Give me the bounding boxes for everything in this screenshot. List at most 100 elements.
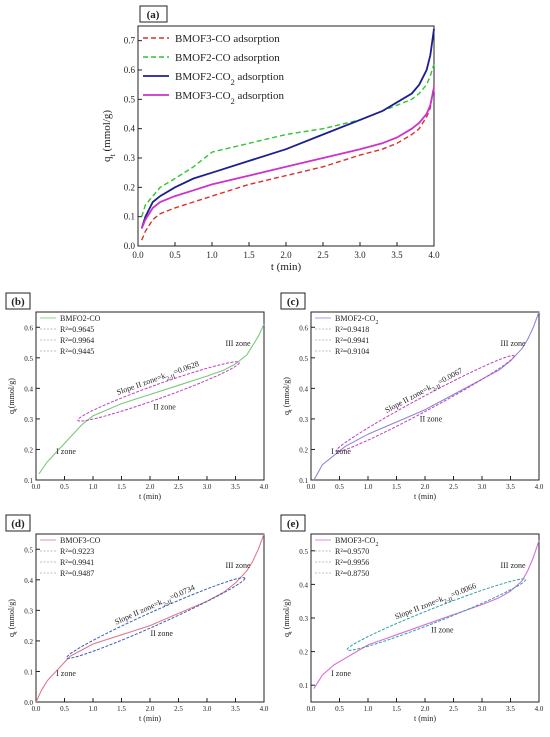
data-line: [35, 533, 265, 703]
y-tick-label: 0.2: [299, 649, 308, 657]
text-span: q: [7, 633, 16, 637]
text-span: BMOF2-CO: [175, 71, 231, 83]
text-span: (mmol/g): [282, 599, 291, 632]
x-tick-label: 4.0: [535, 483, 544, 491]
x-tick-label: 1.0: [89, 483, 98, 491]
y-tick-label: 0.2: [299, 446, 308, 454]
y-tick-label: 0.5: [124, 94, 136, 104]
x-axis-label: t (min): [139, 492, 161, 501]
zone-label-1: I zone: [331, 447, 351, 456]
zone-label-2: II zone: [420, 415, 443, 424]
y-tick-label: 0.4: [24, 577, 33, 585]
zone-label-3: III zone: [500, 339, 526, 348]
subscript: t: [288, 409, 294, 411]
x-tick-label: 0.0: [307, 483, 316, 491]
text-span: =0.0628: [172, 359, 200, 376]
chart-c-svg: 0.0 0.5 1.0 1.5 2.0 2.5 3.0 3.5 4.0 0.1 0.2 0.3 0.4 0…: [280, 292, 544, 501]
zone-label-3: III zone: [225, 339, 251, 348]
y-tick-label: 0.7: [124, 36, 136, 46]
zone-label-1: I zone: [56, 447, 76, 456]
x-tick-label: 1.5: [243, 250, 255, 260]
chart-e-svg: 0.0 0.5 1.0 1.5 2.0 2.5 3.0 3.5 4.0 0.1 0.2 0.3 0.4 0…: [280, 514, 544, 723]
subscript: t: [13, 631, 19, 633]
y-tick-label: 0.6: [299, 324, 308, 332]
y-tick-label: 0.1: [299, 477, 308, 485]
subscript: 2: [231, 78, 235, 87]
panel-label-box: [5, 514, 31, 532]
panel-label-box: [280, 514, 306, 532]
y-tick-label: 0.6: [124, 65, 136, 75]
slope-annotation: Slope II zone=k2-II=0.0734: [113, 583, 197, 629]
y-tick-label: 0.6: [24, 324, 33, 332]
y-tick-label: 0.1: [24, 668, 33, 676]
data-line: [38, 323, 265, 475]
x-axis-label: t (min): [414, 714, 436, 723]
fit-ellipse: [66, 577, 246, 659]
y-tick-label: 0.3: [124, 153, 136, 163]
zone-label-2: II zone: [153, 402, 176, 411]
subscript: 2-II: [166, 374, 176, 383]
legend-entry: R²=0.9418: [335, 325, 369, 334]
panel-label: (c): [287, 296, 300, 308]
zone-label-1: I zone: [331, 669, 351, 678]
text-span: Slope II zone=k: [394, 594, 445, 621]
subscript: 2-II: [162, 599, 173, 608]
subscript: 2-II: [443, 597, 454, 606]
x-tick-label: 3.5: [506, 705, 515, 713]
y-tick-label: 0.4: [24, 385, 33, 393]
x-tick-label: 1.0: [89, 705, 98, 713]
x-tick-label: 4.0: [535, 705, 544, 713]
x-tick-label: 2.0: [146, 705, 155, 713]
y-axis-label: qt (mmol/g): [101, 110, 117, 162]
x-tick-label: 0.0: [307, 705, 316, 713]
x-tick-label: 2.5: [449, 483, 458, 491]
text-span: q: [282, 633, 291, 637]
subscript: t: [13, 408, 19, 410]
x-tick-label: 3.0: [478, 483, 487, 491]
legend-entry: R²=0.9570: [335, 547, 369, 556]
x-tick-label: 0.5: [60, 705, 69, 713]
x-tick-label: 3.0: [354, 250, 366, 260]
text-span: (mmol/g): [7, 378, 16, 409]
x-tick-label: 3.0: [478, 705, 487, 713]
text-span: (mmol/g): [7, 599, 16, 632]
panel-label: (a): [147, 9, 160, 21]
text-span: Slope II zone=k: [113, 597, 163, 626]
series-line-2: [141, 63, 435, 217]
text-span: q: [7, 410, 16, 414]
x-tick-label: 0.0: [132, 250, 144, 260]
x-tick-label: 1.5: [117, 705, 126, 713]
x-tick-label: 3.0: [203, 483, 212, 491]
x-tick-label: 1.0: [364, 483, 373, 491]
subscript: t: [288, 631, 294, 633]
panel-e: 0.0 0.5 1.0 1.5 2.0 2.5 3.0 3.5 4.0 0.1 0.2 0.3 0.4 0…: [275, 510, 550, 732]
text-span: BMOF3-CO adsorption: [175, 33, 280, 45]
x-tick-label: 1.0: [206, 250, 218, 260]
y-axis-label: qt(mmol/g): [7, 378, 19, 414]
text-span: (mmol/g): [101, 110, 113, 155]
legend-entry: R²=0.9104: [335, 347, 369, 356]
zone-label-2: II zone: [431, 626, 454, 635]
data-line: [313, 540, 540, 689]
slope-annotation: Slope II zone=k2-II=0.0628: [115, 359, 201, 400]
panel-d: 0.0 0.5 1.0 1.5 2.0 2.5 3.0 3.5 4.0 0.0 0.1 0.2 0.3 0…: [0, 510, 275, 732]
x-tick-label: 4.0: [260, 705, 269, 713]
panel-c: 0.0 0.5 1.0 1.5 2.0 2.5 3.0 3.5 4.0 0.1 0.2 0.3 0.4 0…: [275, 288, 550, 510]
y-tick-label: 0.5: [24, 355, 33, 363]
x-tick-label: 2.0: [146, 483, 155, 491]
chart-a-svg: 0.0 0.5 1.0 1.5 2.0 2.5 3.0 3.5 4.0 0.0 0.1 0.2 0.3 0…: [101, 5, 440, 273]
x-tick-label: 4.0: [428, 250, 440, 260]
chart-b-svg: 0.0 0.5 1.0 1.5 2.0 2.5 3.0 3.5 4.0 0.1 0.2 0.3 0.4 0…: [5, 292, 269, 501]
y-tick-label: 0.5: [24, 546, 33, 554]
legend-entry: BMOF2-CO2 adsorption: [175, 71, 284, 87]
panel-label: (e): [287, 518, 300, 530]
y-tick-label: 0.0: [124, 241, 136, 251]
x-tick-label: 1.5: [392, 705, 401, 713]
text-span: BMOF2-CO adsorption: [175, 52, 280, 64]
y-tick-label: 0.4: [299, 385, 308, 393]
x-tick-label: 1.5: [392, 483, 401, 491]
y-tick-label: 0.1: [24, 477, 33, 485]
x-tick-label: 3.0: [203, 705, 212, 713]
y-tick-label: 0.1: [299, 682, 308, 690]
y-tick-label: 0.4: [299, 581, 308, 589]
